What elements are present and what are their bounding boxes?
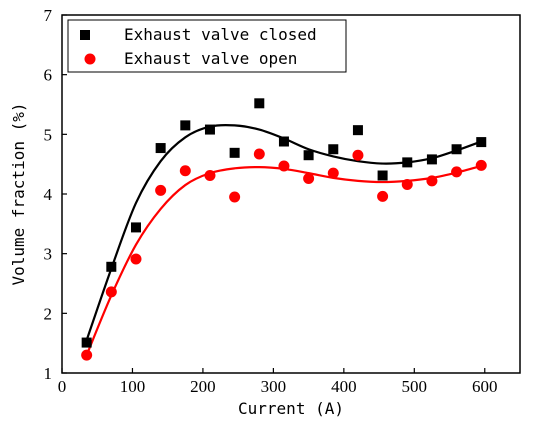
data-point-circle [253, 148, 265, 160]
data-point-square [204, 124, 215, 135]
data-point-circle [475, 159, 487, 171]
data-point-circle [352, 149, 364, 161]
x-tick-label: 600 [472, 377, 498, 396]
legend-marker-circle [84, 53, 96, 65]
y-tick-label: 7 [44, 6, 53, 25]
data-point-square [402, 157, 413, 168]
data-point-circle [105, 286, 117, 298]
x-tick-label: 500 [402, 377, 428, 396]
data-point-square [476, 137, 487, 148]
data-point-square [278, 136, 289, 147]
data-point-circle [451, 166, 463, 178]
legend-label: Exhaust valve closed [124, 25, 317, 44]
x-tick-label: 0 [58, 377, 67, 396]
y-tick-label: 6 [44, 66, 53, 85]
y-axis-title: Volume fraction (%) [9, 102, 28, 285]
y-tick-label: 2 [44, 304, 53, 323]
data-point-circle [426, 175, 438, 187]
data-point-circle [327, 167, 339, 179]
x-tick-label: 400 [331, 377, 357, 396]
legend: Exhaust valve closed Exhaust valve open [67, 19, 347, 73]
data-point-square [180, 120, 191, 131]
data-point-square [328, 144, 339, 155]
legend-box [67, 19, 347, 73]
data-point-circle [401, 178, 413, 190]
legend-label: Exhaust valve open [124, 49, 297, 68]
data-point-square [155, 143, 166, 154]
y-tick-label: 1 [44, 364, 53, 383]
fit-curves [85, 123, 482, 356]
x-tick-label: 100 [120, 377, 146, 396]
fit-curve-2 [85, 164, 482, 356]
y-tick-label: 3 [44, 245, 53, 264]
data-points [81, 98, 487, 361]
data-point-circle [155, 184, 167, 196]
data-point-square [303, 150, 314, 161]
fit-curve-1 [85, 123, 482, 341]
data-point-square [229, 147, 240, 158]
data-point-square [377, 170, 388, 181]
y-tick-label: 4 [44, 185, 53, 204]
data-point-circle [204, 170, 216, 182]
x-axis-title: Current (A) [238, 399, 344, 418]
data-point-square [426, 154, 437, 165]
data-point-circle [278, 160, 290, 172]
data-point-square [106, 261, 117, 272]
data-point-circle [81, 349, 93, 361]
axis-ticks: 0 100 200 300 400 500 600 1 2 3 4 5 6 7 [44, 6, 498, 396]
data-point-square [254, 98, 265, 109]
y-tick-label: 5 [44, 125, 53, 144]
x-tick-label: 300 [261, 377, 287, 396]
data-point-square [352, 125, 363, 136]
data-point-square [130, 222, 141, 233]
data-point-circle [377, 190, 389, 202]
data-point-circle [303, 172, 315, 184]
legend-marker-square [80, 30, 90, 40]
x-tick-label: 200 [190, 377, 216, 396]
data-point-square [451, 144, 462, 155]
data-point-square [81, 337, 92, 348]
data-point-circle [179, 165, 191, 177]
data-point-circle [229, 191, 241, 203]
data-point-circle [130, 253, 142, 265]
